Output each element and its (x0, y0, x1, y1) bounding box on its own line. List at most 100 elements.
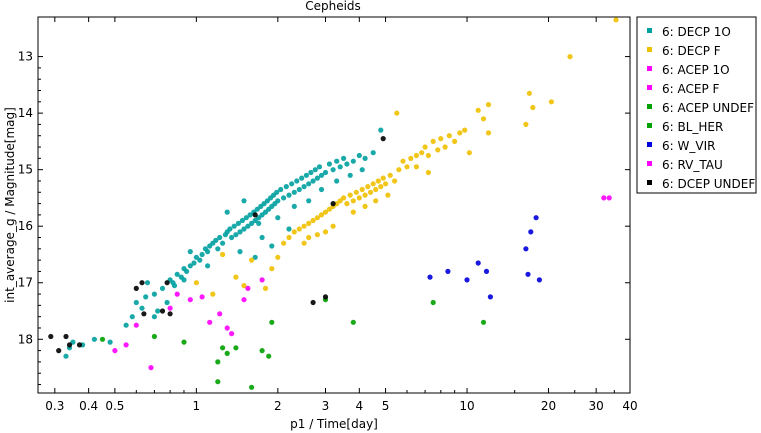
data-point (56, 348, 62, 354)
x-tick-label: 30 (589, 399, 604, 413)
data-point (344, 201, 350, 207)
data-point (237, 229, 243, 235)
data-point (286, 192, 292, 198)
data-point (241, 283, 247, 289)
legend-swatch (647, 161, 652, 166)
data-point (205, 249, 211, 255)
data-point (159, 285, 166, 291)
data-point (252, 217, 258, 224)
data-point (438, 136, 444, 142)
data-point (318, 212, 325, 218)
data-point (63, 333, 69, 340)
data-point (215, 379, 221, 385)
data-point (485, 130, 492, 136)
data-point (291, 189, 297, 195)
data-point (197, 257, 203, 263)
data-point (422, 144, 428, 150)
data-point (205, 263, 211, 269)
data-point (435, 147, 441, 153)
data-point (281, 195, 287, 201)
legend-swatch (647, 85, 652, 90)
data-point (312, 167, 318, 173)
legend-swatch (647, 28, 652, 33)
y-tick-label: 13 (18, 50, 33, 64)
data-point (233, 274, 239, 280)
data-point (430, 138, 436, 144)
data-point (396, 167, 402, 173)
data-point (350, 319, 356, 325)
data-point (296, 186, 302, 193)
data-point (457, 130, 463, 136)
data-point (266, 353, 272, 359)
data-point (151, 333, 157, 340)
data-point (400, 158, 406, 164)
data-point (291, 229, 297, 235)
data-point (419, 150, 425, 156)
data-point (394, 110, 400, 116)
data-point (318, 172, 325, 178)
data-point (139, 305, 145, 311)
x-axis-title: p1 / Time[day] (290, 417, 378, 431)
data-points (48, 17, 619, 390)
data-point (330, 167, 336, 173)
data-point (337, 164, 343, 170)
y-tick-label: 18 (18, 332, 33, 346)
data-point (291, 203, 297, 209)
data-point (326, 161, 332, 167)
data-point (301, 184, 307, 190)
data-point (107, 339, 113, 345)
legend-swatch (647, 104, 652, 109)
data-point (210, 291, 216, 297)
data-point (275, 215, 281, 221)
data-point (367, 189, 374, 195)
data-point (91, 336, 97, 342)
data-point (281, 240, 287, 246)
data-point (262, 285, 269, 291)
x-tick-label: 20 (541, 399, 556, 413)
data-point (286, 226, 292, 232)
data-point (144, 280, 151, 286)
legend-label: 6: BL_HER (662, 120, 723, 134)
data-point (385, 192, 391, 198)
data-point (133, 285, 139, 291)
y-tick-label: 15 (18, 163, 33, 177)
legend-label: 6: ACEP 1O (662, 63, 730, 77)
data-point (148, 365, 154, 371)
data-point (139, 280, 145, 286)
data-point (528, 229, 534, 235)
x-axis: 0.3 0.4 0.5 1 2 3 4 5 10 20 30 40 (45, 17, 638, 413)
data-point (526, 90, 533, 96)
data-point (174, 271, 180, 277)
data-point (536, 277, 543, 283)
data-point (427, 274, 433, 280)
x-tick-label: 5 (382, 399, 390, 413)
data-point (296, 226, 302, 232)
data-point (275, 198, 281, 204)
legend-swatch (647, 123, 652, 128)
data-point (350, 209, 356, 215)
data-point (76, 342, 83, 348)
data-point (353, 189, 359, 195)
data-point (256, 220, 262, 226)
x-tick-label: 4 (355, 399, 363, 413)
data-point (446, 133, 452, 139)
data-point (301, 223, 307, 229)
data-point (334, 178, 340, 184)
data-point (322, 229, 329, 235)
y-tick-label: 17 (18, 276, 33, 290)
data-point (164, 280, 170, 286)
data-point (310, 217, 316, 224)
legend-label: 6: ACEP UNDEF (662, 101, 754, 115)
data-point (217, 311, 223, 317)
data-point (375, 178, 381, 184)
y-tick-label: 16 (18, 219, 33, 233)
data-point (306, 198, 312, 204)
data-point (425, 152, 431, 159)
data-point (480, 319, 487, 325)
data-point (187, 263, 193, 269)
data-point (283, 184, 289, 190)
data-point (241, 198, 247, 204)
data-point (356, 152, 362, 159)
data-point (259, 277, 265, 283)
data-point (301, 240, 307, 246)
